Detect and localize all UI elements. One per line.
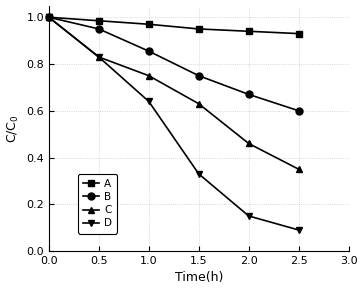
Line: C: C [45, 14, 302, 173]
A [147, 23, 151, 26]
B [246, 93, 251, 96]
A [196, 27, 201, 31]
D [196, 172, 201, 176]
A [97, 19, 101, 23]
D [46, 15, 51, 19]
Line: D: D [45, 14, 302, 233]
A [246, 30, 251, 33]
D [147, 100, 151, 103]
Legend: A, B, C, D: A, B, C, D [78, 174, 117, 233]
A [297, 32, 301, 35]
B [97, 27, 101, 31]
B [147, 49, 151, 53]
B [196, 74, 201, 77]
D [297, 228, 301, 232]
C [46, 15, 51, 19]
C [147, 74, 151, 77]
Y-axis label: C/C$_{0}$: C/C$_{0}$ [5, 114, 21, 143]
C [196, 102, 201, 106]
D [97, 55, 101, 59]
B [297, 109, 301, 113]
Line: B: B [45, 14, 302, 114]
A [46, 15, 51, 19]
Line: A: A [45, 14, 302, 37]
C [297, 167, 301, 171]
B [46, 15, 51, 19]
C [246, 142, 251, 145]
C [97, 55, 101, 59]
D [246, 214, 251, 218]
X-axis label: Time(h): Time(h) [175, 271, 223, 284]
